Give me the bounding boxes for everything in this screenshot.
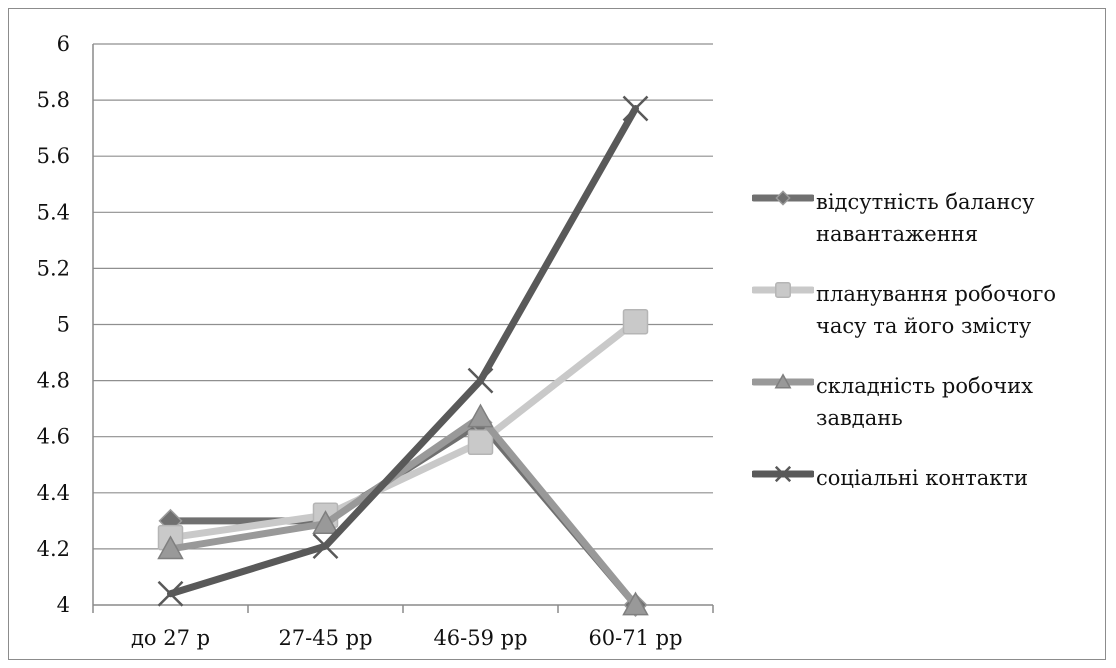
legend-item: відсутність балансу навантаження xyxy=(752,186,1102,278)
y-tick-label: 4.4 xyxy=(37,481,70,505)
gridlines xyxy=(93,43,713,606)
data-point xyxy=(312,533,339,559)
data-point xyxy=(622,95,649,122)
x-tick-label: 46-59 рр xyxy=(433,626,527,650)
legend-label: соціальні контакти xyxy=(816,466,1028,490)
y-tick-label: 4.8 xyxy=(37,369,70,393)
legend-marker xyxy=(775,190,791,206)
data-point xyxy=(312,510,339,535)
series-0 xyxy=(158,410,648,618)
legend: відсутність балансу навантаження планува… xyxy=(752,186,1102,554)
y-tick-label: 6 xyxy=(57,32,70,56)
y-tick-label: 5.8 xyxy=(37,88,70,112)
legend-swatch-series-2 xyxy=(752,373,814,389)
data-point xyxy=(622,308,649,335)
legend-marker xyxy=(774,465,792,483)
legend-item: соціальні контакти xyxy=(752,462,1102,554)
y-tick-label: 5.6 xyxy=(37,144,70,168)
legend-marker xyxy=(775,282,791,298)
x-tick-label: 60-71 рр xyxy=(588,626,682,650)
series-3 xyxy=(157,95,649,607)
y-tick-label: 5.4 xyxy=(37,200,70,224)
series-1 xyxy=(157,308,649,551)
series-2 xyxy=(157,403,649,616)
y-axis-labels: 4 4.2 4.4 4.6 4.8 5 5.2 5.4 5.6 5.8 6 xyxy=(37,32,70,617)
y-tick-label: 5 xyxy=(57,313,70,337)
data-point xyxy=(622,591,649,616)
legend-label: відсутність балансу навантаження xyxy=(816,190,1035,246)
legend-item: планування робочого часу та його змісту xyxy=(752,278,1102,370)
legend-item: складність робочих завдань xyxy=(752,370,1102,462)
data-point xyxy=(157,535,184,560)
x-tick-label: 27-45 рр xyxy=(278,626,372,650)
data-point xyxy=(157,580,184,607)
series-line xyxy=(167,419,639,609)
legend-label: складність робочих завдань xyxy=(816,374,1033,430)
series-line xyxy=(167,105,639,598)
y-tick-label: 4.6 xyxy=(37,425,70,449)
legend-marker xyxy=(774,373,792,389)
y-tick-label: 5.2 xyxy=(37,256,70,280)
data-point xyxy=(467,367,494,394)
series-line xyxy=(167,318,639,542)
data-point xyxy=(467,429,494,456)
series-line xyxy=(167,413,639,609)
legend-swatch-series-0 xyxy=(752,190,814,206)
legend-swatch-series-1 xyxy=(752,282,814,298)
y-tick-label: 4 xyxy=(57,593,70,617)
data-point xyxy=(467,403,494,428)
y-tick-label: 4.2 xyxy=(37,537,70,561)
x-tick-label: до 27 р xyxy=(131,626,210,650)
chart-frame xyxy=(8,8,1106,660)
legend-label: планування робочого часу та його змісту xyxy=(816,282,1057,338)
legend-swatch-series-3 xyxy=(752,465,814,483)
x-axis-labels: до 27 р 27-45 рр 46-59 рр 60-71 рр xyxy=(92,605,714,650)
